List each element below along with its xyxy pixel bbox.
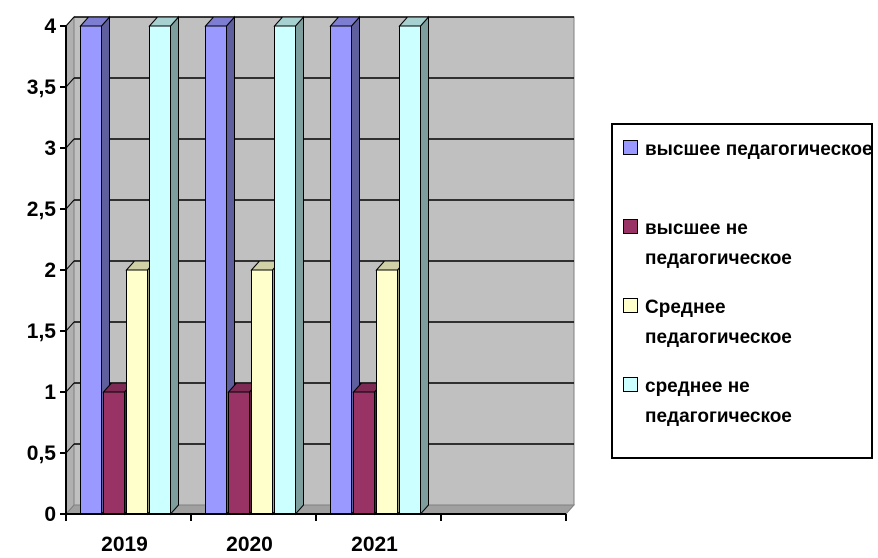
bar <box>148 15 180 516</box>
legend-swatch-vysshee-ped <box>623 140 638 155</box>
x-tick-label: 2020 <box>226 533 273 556</box>
bar-front <box>353 391 375 515</box>
legend-label-srednee-ped: Среднее педагогическое <box>645 297 792 348</box>
grid-line-side <box>65 199 75 210</box>
x-tick-label: 2019 <box>101 533 148 556</box>
bar <box>273 15 305 516</box>
y-tick-label: 2 <box>44 259 56 282</box>
bar-front <box>149 25 171 515</box>
y-tick-label: 1,5 <box>27 320 57 343</box>
bar-side <box>295 15 304 516</box>
legend-label-vysshee-ne-ped: высшее не педагогическое <box>645 218 792 269</box>
bar-front <box>205 25 227 515</box>
y-tick-label: 1 <box>44 381 56 404</box>
bar-side <box>170 15 179 516</box>
bar-front <box>80 25 102 515</box>
y-tick-label: 0,5 <box>27 442 57 465</box>
grid-line-side <box>65 382 75 393</box>
grid-line-side <box>65 16 75 27</box>
bar-front <box>228 391 250 515</box>
bar-front <box>274 25 296 515</box>
bar-side <box>420 15 429 516</box>
x-tick-label: 2021 <box>351 533 398 556</box>
bar-front <box>399 25 421 515</box>
y-tick-label: 2,5 <box>27 198 57 221</box>
y-tick-label: 4 <box>44 15 56 38</box>
bar-front <box>251 269 273 515</box>
legend-swatch-srednee-ped <box>623 298 638 313</box>
bar-front <box>330 25 352 515</box>
legend-swatch-srednee-ne-ped <box>623 377 638 392</box>
legend-label-srednee-ne-ped: среднее не педагогическое <box>645 376 792 427</box>
bar <box>398 15 430 516</box>
y-tick-label: 3,5 <box>27 76 57 99</box>
y-tick-label: 0 <box>44 503 56 526</box>
legend: высшее педагогическое высшее не педагоги… <box>611 123 873 459</box>
bar-front <box>103 391 125 515</box>
grid-line-side <box>65 260 75 271</box>
bar-front <box>126 269 148 515</box>
x-axis-ticks: 2019 2020 2021 <box>65 514 567 556</box>
y-tick-label: 3 <box>44 137 56 160</box>
bar-front <box>376 269 398 515</box>
grid-line-side <box>65 138 75 149</box>
grid-line-side <box>65 321 75 332</box>
legend-label-vysshee-ped: высшее педагогическое <box>645 139 873 160</box>
grid-line-side <box>65 443 75 454</box>
legend-swatch-vysshee-ne-ped <box>623 219 638 234</box>
grid-line-side <box>65 77 75 88</box>
bars <box>79 15 430 516</box>
bar <box>79 15 111 516</box>
y-axis-ticks: 0 0,5 1 1,5 2 2,5 3 3,5 4 <box>27 15 66 526</box>
